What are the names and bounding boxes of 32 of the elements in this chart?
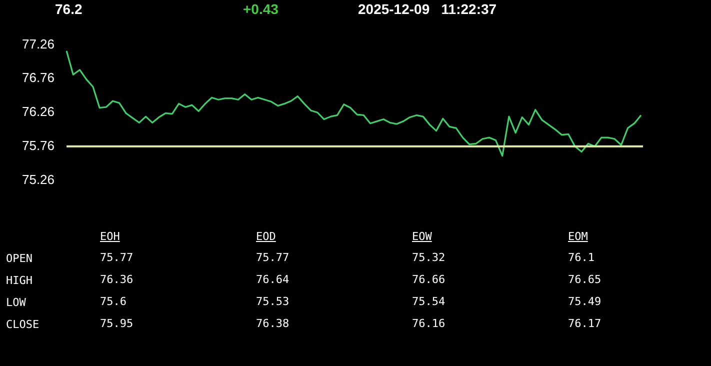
text: 75.49 [568, 295, 602, 308]
text: 75.77 [100, 251, 134, 264]
text: 75.54 [412, 295, 446, 308]
text: 75.53 [256, 295, 290, 308]
text: 76.17 [568, 317, 602, 330]
y-tick-label: 76.76 [22, 70, 55, 86]
category-label: CLOSE [6, 318, 40, 331]
text: 76.64 [256, 273, 290, 286]
text: 76.36 [100, 273, 134, 286]
y-tick-label: 76.26 [22, 104, 55, 120]
text: 76.16 [412, 317, 446, 330]
y-tick-label: 75.76 [22, 138, 55, 153]
y-tick-label: 77.26 [22, 36, 55, 52]
text: 76.66 [412, 273, 446, 286]
text: 76.2 [55, 1, 82, 17]
category-label: HIGH [6, 274, 32, 287]
text: +0.43 [243, 1, 278, 17]
text: 76.1 [568, 251, 594, 264]
text: 75.32 [412, 251, 446, 264]
text: 76.65 [568, 273, 602, 286]
y-tick-label: 75.26 [22, 172, 55, 187]
category-label: EOW [412, 230, 432, 243]
category-label: EOD [256, 230, 276, 243]
category-label: LOW [6, 296, 26, 309]
text: 75.77 [256, 251, 290, 264]
text: 2025-12-09 11:22:37 [358, 1, 497, 17]
text: 76.38 [256, 317, 290, 330]
category-label: EOM [568, 230, 588, 243]
text: 75.6 [100, 295, 126, 308]
category-label: OPEN [6, 252, 32, 265]
text: 75.95 [100, 317, 134, 330]
category-label: EOH [100, 230, 120, 243]
